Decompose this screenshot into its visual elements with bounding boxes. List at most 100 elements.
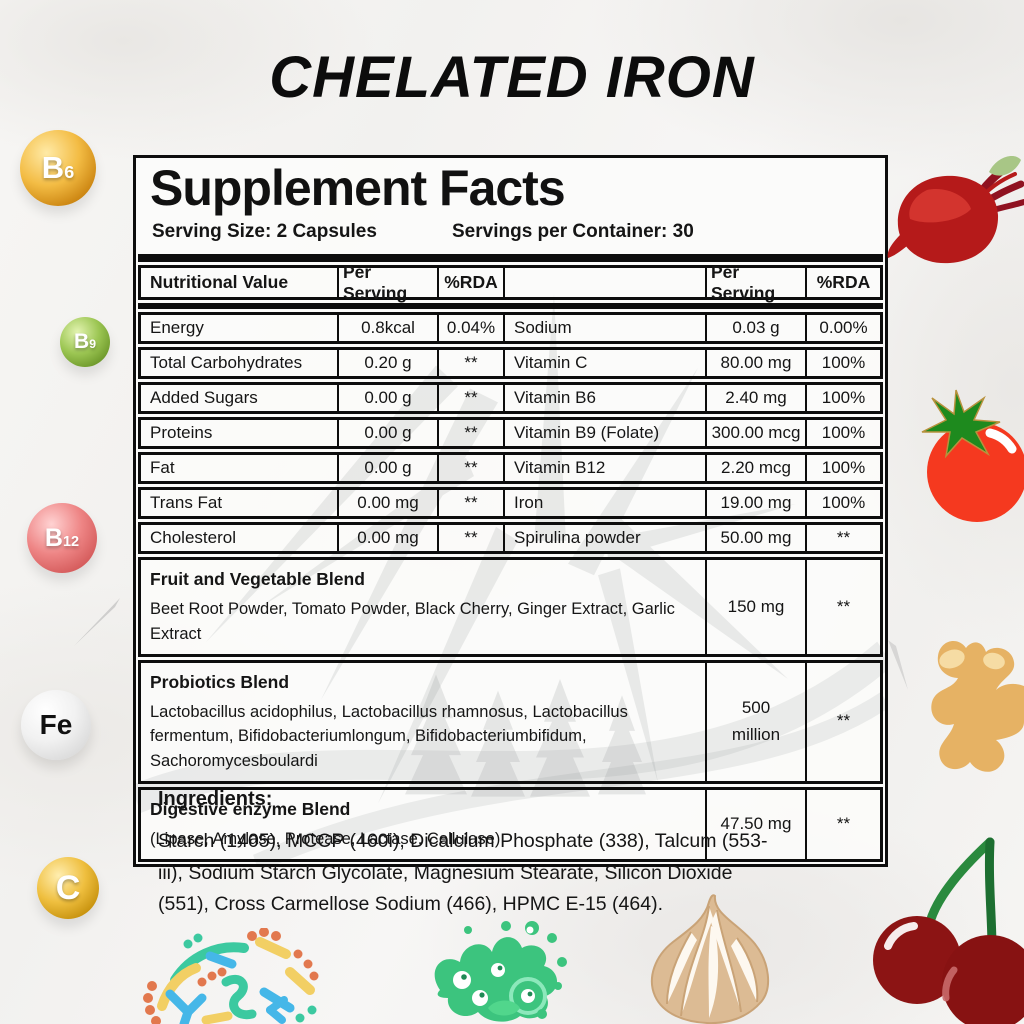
blend-row-fruit-vegetable: Fruit and Vegetable Blend Beet Root Powd…: [138, 557, 883, 657]
probiotics-icon: [143, 928, 319, 1024]
blend-rda: **: [805, 560, 880, 654]
table-row-energy-sodium: Energy 0.8kcal 0.04% Sodium 0.03 g 0.00%: [138, 312, 883, 344]
header-nutritional-value: Nutritional Value: [150, 272, 289, 292]
watermark-streak-right: [888, 640, 908, 690]
iron-fe-ball: Fe: [21, 690, 91, 760]
beet-icon: [887, 156, 1024, 264]
blend-description: (Lipase, Amylase, Protease, Lactase, Cel…: [150, 829, 501, 848]
blend-title: Digestive enzyme Blend: [150, 798, 351, 819]
table-row-fat-vitb12: Fat 0.00 g ** Vitamin B12 2.20 mcg 100%: [138, 452, 883, 484]
serving-info-row: Serving Size: 2 Capsules Servings per Co…: [152, 221, 883, 248]
cell-amount: 0.8kcal: [337, 315, 437, 341]
supplement-facts-title: Supplement Facts: [150, 160, 566, 216]
ingredients-section: Ingredients: Starch (1405), MCCP (460i),…: [158, 788, 776, 921]
cell-nutrient: Vitamin B6: [503, 385, 705, 411]
vitamin-b6-ball: B6: [20, 130, 96, 206]
cell-nutrient: Spirulina powder: [503, 525, 705, 551]
cell-nutrient: Total Carbohydrates: [150, 353, 303, 372]
cell-amount: 80.00 mg: [705, 350, 805, 376]
cell-amount: 2.20 mcg: [705, 455, 805, 481]
cell-nutrient: Vitamin C: [503, 350, 705, 376]
cell-amount: 50.00 mg: [705, 525, 805, 551]
cell-amount: 0.00 mg: [337, 525, 437, 551]
cell-rda: **: [437, 455, 503, 481]
cell-amount: 0.00 g: [337, 420, 437, 446]
blend-amount: 150 mg: [705, 560, 805, 654]
page-title: CHELATED IRON: [269, 45, 755, 110]
cell-rda: 100%: [805, 385, 880, 411]
cell-amount: 0.00 g: [337, 385, 437, 411]
spirulina-blob-icon: [434, 921, 567, 1022]
cell-nutrient: Proteins: [150, 423, 213, 442]
table-row-transfat-iron: Trans Fat 0.00 mg ** Iron 19.00 mg 100%: [138, 487, 883, 519]
watermark-streak-left: [74, 598, 120, 646]
cherries-icon: [873, 837, 1024, 1024]
table-row-sugars-vitb6: Added Sugars 0.00 g ** Vitamin B6 2.40 m…: [138, 382, 883, 414]
cell-rda: **: [437, 525, 503, 551]
cell-rda: **: [437, 490, 503, 516]
ball-label: Fe: [39, 709, 73, 740]
cell-amount: 19.00 mg: [705, 490, 805, 516]
cell-rda: **: [437, 420, 503, 446]
cell-nutrient: Fat: [150, 458, 175, 477]
vitamin-c-ball: C: [37, 857, 99, 919]
cell-rda: 100%: [805, 420, 880, 446]
blend-description: Beet Root Powder, Tomato Powder, Black C…: [150, 600, 675, 643]
cell-rda: **: [437, 350, 503, 376]
cell-amount: 0.00 mg: [337, 490, 437, 516]
blend-description: Lactobacillus acidophilus, Lactobacillus…: [150, 702, 628, 771]
cell-amount: 0.00 g: [337, 455, 437, 481]
blend-amount: 47.50 mg: [705, 789, 805, 859]
cell-nutrient: Added Sugars: [150, 388, 258, 407]
table-row-carbs-vitc: Total Carbohydrates 0.20 g ** Vitamin C …: [138, 347, 883, 379]
vitamin-b9-ball: B9: [60, 317, 110, 367]
ingredients-text: Starch (1405), MCCP (460i), Dicalcium Ph…: [158, 830, 768, 916]
cell-nutrient: Energy: [150, 318, 204, 337]
blend-rda: **: [805, 789, 880, 859]
ginger-icon: [931, 641, 1024, 772]
cell-nutrient: Sodium: [503, 315, 705, 341]
cell-nutrient: Cholesterol: [150, 528, 236, 547]
header-per-serving-left: Per Serving: [337, 262, 437, 303]
header-empty: [503, 268, 705, 297]
ball-label: C: [55, 868, 81, 907]
cell-rda: 100%: [805, 350, 880, 376]
table-row-cholesterol-spirulina: Cholesterol 0.00 mg ** Spirulina powder …: [138, 522, 883, 554]
tomato-icon: [921, 389, 1024, 522]
garlic-icon: [650, 894, 770, 1024]
cell-rda: 0.04%: [437, 315, 503, 341]
cell-amount: 300.00 mcg: [705, 420, 805, 446]
header-per-serving-right: Per Serving: [705, 262, 805, 303]
cell-rda: 0.00%: [805, 315, 880, 341]
cell-rda: 100%: [805, 490, 880, 516]
ball-label: B9: [74, 330, 96, 353]
ingredients-heading: Ingredients:: [158, 788, 273, 810]
thick-divider-bar: [138, 254, 883, 262]
blend-title: Fruit and Vegetable Blend: [150, 569, 365, 589]
ball-label: B6: [41, 150, 75, 185]
table-row-proteins-vitb9: Proteins 0.00 g ** Vitamin B9 (Folate) 3…: [138, 417, 883, 449]
cell-rda: 100%: [805, 455, 880, 481]
vitamin-b12-ball: B12: [27, 503, 97, 573]
cell-nutrient: Trans Fat: [150, 493, 223, 512]
thick-divider-bar: [138, 303, 883, 309]
blend-amount: 500 million: [705, 662, 805, 781]
blend-rda: **: [805, 662, 880, 781]
blend-row-probiotics: Probiotics Blend Lactobacillus acidophil…: [138, 659, 883, 784]
servings-per-container: Servings per Container: 30: [452, 221, 694, 242]
header-rda-left: %RDA: [437, 268, 503, 297]
cell-nutrient: Iron: [503, 490, 705, 516]
cell-nutrient: Vitamin B9 (Folate): [503, 420, 705, 446]
cell-amount: 0.20 g: [337, 350, 437, 376]
header-rda-right: %RDA: [805, 268, 880, 297]
cell-amount: 0.03 g: [705, 315, 805, 341]
ball-label: B12: [44, 523, 80, 552]
table-header-row: Nutritional Value Per Serving %RDA Per S…: [138, 262, 883, 303]
cell-rda: **: [805, 525, 880, 551]
supplement-facts-panel: Supplement Facts Serving Size: 2 Capsule…: [133, 155, 888, 867]
serving-size: Serving Size: 2 Capsules: [152, 221, 377, 242]
cell-nutrient: Vitamin B12: [503, 455, 705, 481]
cell-amount: 2.40 mg: [705, 385, 805, 411]
blend-row-digestive-enzyme: Digestive enzyme Blend (Lipase, Amylase,…: [138, 786, 883, 862]
